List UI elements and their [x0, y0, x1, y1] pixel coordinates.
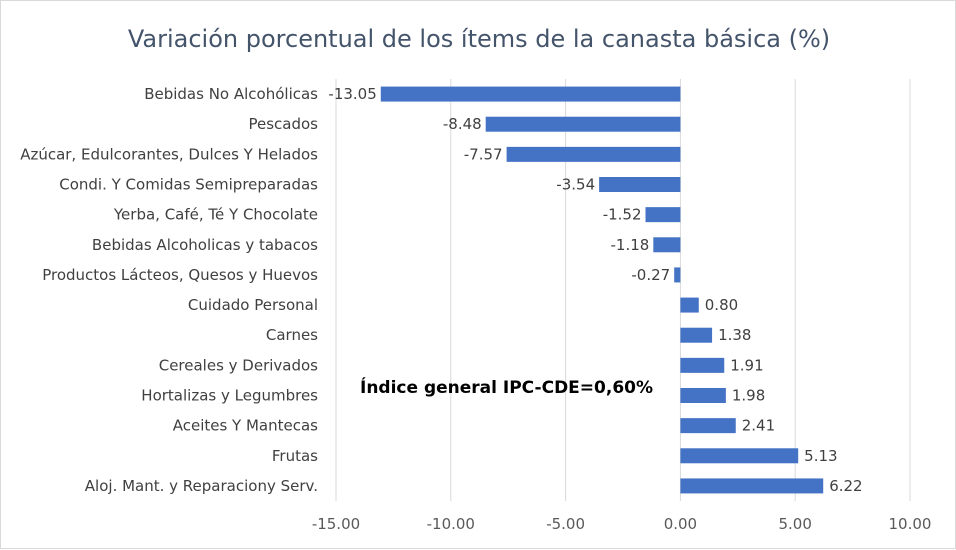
- data-label: -13.05: [328, 85, 376, 103]
- data-label: 0.80: [705, 296, 738, 314]
- bar: [680, 327, 713, 343]
- data-label: 1.98: [732, 387, 765, 405]
- category-label: Aloj. Mant. y Reparaciony Serv.: [85, 477, 318, 495]
- data-label: -7.57: [464, 145, 503, 163]
- data-label: -1.52: [603, 206, 642, 224]
- bar: [680, 297, 699, 313]
- bar: [653, 237, 681, 253]
- data-label: 5.13: [804, 447, 837, 465]
- data-label: -8.48: [443, 115, 482, 133]
- x-axis-ticks: -15.00 -10.00 -5.00 0.00 5.00 10.00: [312, 515, 932, 533]
- bar: [680, 418, 736, 434]
- general-index-annotation: Índice general IPC-CDE=0,60%: [360, 376, 653, 398]
- bar: [645, 207, 681, 223]
- category-label: Carnes: [266, 326, 318, 344]
- data-label: -3.54: [556, 176, 595, 194]
- category-label: Cereales y Derivados: [159, 356, 318, 374]
- category-labels: Bebidas No Alcohólicas Pescados Azúcar, Ed…: [20, 85, 318, 495]
- category-label: Pescados: [248, 115, 318, 133]
- chart-title: Variación porcentual de los ítems de la …: [128, 25, 830, 53]
- data-labels: -13.05 -8.48 -7.57 -3.54 -1.52 -1.18 -0.27 0.80…: [328, 85, 862, 495]
- category-label: Aceites Y Mantecas: [173, 417, 318, 435]
- category-label: Bebidas No Alcohólicas: [144, 85, 318, 103]
- bar: [380, 86, 681, 102]
- x-tick-label: -10.00: [427, 515, 475, 533]
- category-label: Azúcar, Edulcorantes, Dulces Y Helados: [20, 145, 318, 163]
- bars: [380, 86, 824, 494]
- data-label: 1.91: [730, 356, 763, 374]
- category-label: Condi. Y Comidas Semipreparadas: [59, 176, 318, 194]
- bar: [506, 146, 681, 162]
- data-label: 6.22: [829, 477, 862, 495]
- bar: [680, 388, 726, 403]
- bar: [599, 177, 681, 192]
- x-tick-label: -15.00: [312, 515, 360, 533]
- x-tick-label: 10.00: [889, 515, 932, 533]
- bar: [680, 478, 824, 494]
- x-tick-label: -5.00: [546, 515, 585, 533]
- data-label: -1.18: [610, 236, 649, 254]
- bar: [680, 448, 799, 464]
- gridlines: [335, 79, 911, 501]
- x-tick-label: 5.00: [778, 515, 811, 533]
- category-label: Hortalizas y Legumbres: [141, 387, 318, 405]
- category-label: Yerba, Café, Té Y Chocolate: [113, 206, 318, 224]
- data-label: 1.38: [718, 326, 751, 344]
- category-label: Cuidado Personal: [188, 296, 318, 314]
- data-label: 2.41: [742, 417, 775, 435]
- data-label: -0.27: [631, 266, 670, 284]
- bar: [485, 116, 681, 132]
- category-label: Bebidas Alcoholicas y tabacos: [92, 236, 318, 254]
- bar: [674, 267, 681, 283]
- category-label: Productos Lácteos, Quesos y Huevos: [42, 266, 318, 284]
- category-label: Frutas: [272, 447, 318, 465]
- x-tick-label: 0.00: [664, 515, 697, 533]
- bar: [680, 357, 725, 373]
